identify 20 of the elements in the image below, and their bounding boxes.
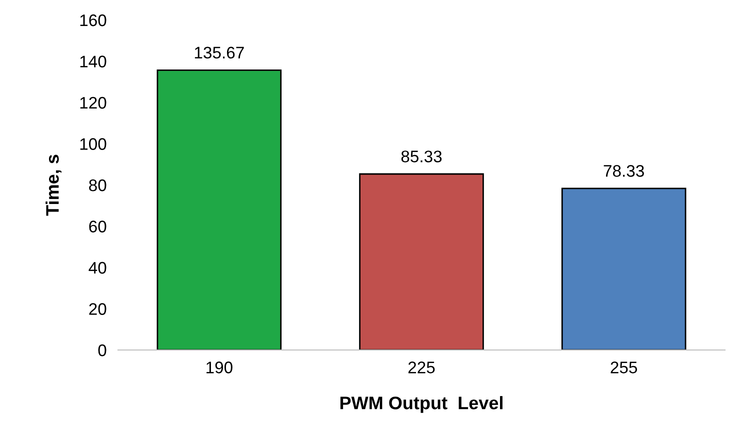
bar: [561, 188, 686, 350]
y-tick-label: 40: [88, 262, 106, 274]
y-tick-label: 160: [80, 14, 106, 26]
x-tick-label: 255: [610, 362, 638, 374]
y-tick-label: 20: [89, 303, 106, 315]
data-label: 135.67: [194, 46, 244, 59]
x-tick-label: 190: [206, 362, 232, 374]
x-axis-title: PWM Output Level: [340, 396, 502, 413]
y-tick-label: 60: [89, 220, 106, 232]
y-tick-label: 0: [98, 344, 106, 356]
y-tick-label: 100: [80, 138, 106, 150]
y-tick-label: 80: [89, 179, 106, 192]
bar: [156, 69, 282, 350]
bar: [359, 173, 484, 350]
data-label: 85.33: [401, 150, 442, 162]
y-tick-label: 140: [80, 56, 106, 68]
y-axis-title: Time, s: [46, 154, 62, 216]
x-tick-label: 225: [408, 362, 435, 374]
y-tick-label: 120: [80, 96, 106, 109]
data-label: 78.33: [604, 165, 644, 177]
